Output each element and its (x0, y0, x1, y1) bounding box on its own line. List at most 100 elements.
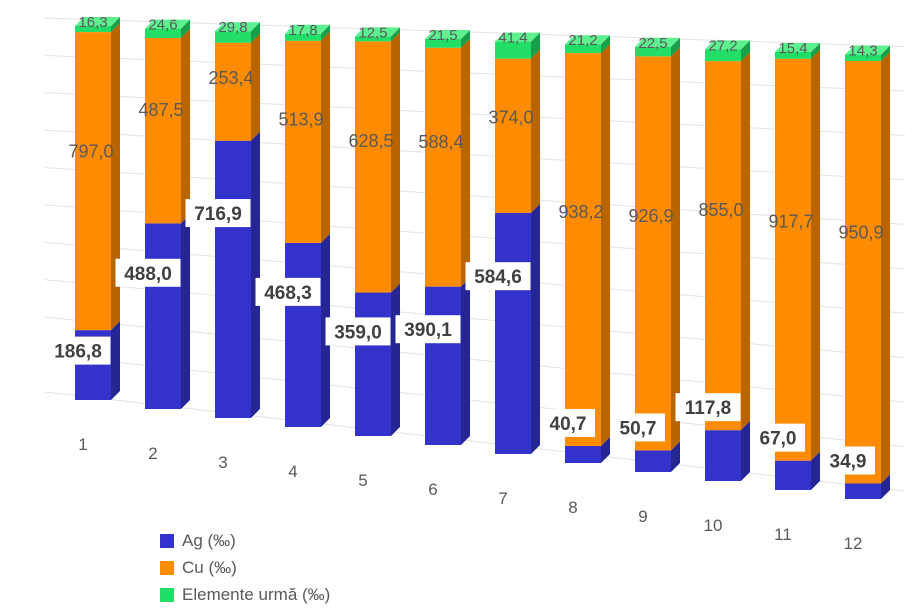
data-label-ag: 50,7 (620, 418, 657, 439)
bar-side-cu-2 (181, 28, 190, 224)
bar-stack-5 (355, 27, 400, 436)
bar-side-trace-1 (111, 17, 120, 33)
bar-stack-9 (635, 37, 680, 472)
gridline (44, 391, 906, 492)
x-tick-label: 5 (358, 471, 367, 490)
bar-top-2 (145, 19, 190, 29)
ag-label-box (541, 408, 595, 437)
data-label-cu: 487,5 (138, 100, 183, 120)
bar-ag-12 (845, 483, 881, 499)
bar-side-cu-5 (391, 32, 400, 293)
bar-side-trace-5 (391, 27, 400, 42)
bar-trace-2 (145, 28, 181, 38)
bar-trace-1 (75, 26, 111, 33)
bar-ag-8 (565, 445, 601, 463)
data-label-trace: 29,8 (218, 19, 247, 36)
bar-top-8 (565, 35, 610, 45)
bar-ag-10 (705, 430, 741, 481)
x-tick-label: 10 (704, 516, 723, 535)
bar-side-cu-4 (321, 31, 330, 243)
data-label-trace: 14,3 (848, 43, 877, 60)
bar-top-5 (355, 27, 400, 37)
bars (75, 17, 890, 499)
bar-top-3 (215, 22, 260, 32)
bar-trace-4 (285, 33, 321, 41)
ag-label-box (45, 336, 111, 365)
legend-swatch-ag (160, 533, 174, 548)
bar-side-cu-12 (881, 51, 890, 484)
bar-side-trace-2 (181, 19, 190, 38)
x-tick-label: 1 (78, 435, 87, 454)
ag-label-box (325, 317, 391, 346)
bar-trace-12 (845, 54, 881, 61)
bar-stack-3 (215, 22, 260, 418)
ag-label-box (821, 446, 875, 475)
bar-cu-1 (75, 32, 111, 331)
bar-stack-12 (845, 45, 890, 499)
bar-cu-7 (495, 58, 531, 213)
bar-stack-10 (705, 40, 750, 481)
data-label-cu: 855,0 (698, 200, 743, 220)
data-label-cu: 628,5 (348, 131, 393, 151)
data-label-ag: 40,7 (550, 414, 587, 435)
data-label-ag: 117,8 (685, 398, 732, 419)
bar-ag-2 (145, 223, 181, 409)
data-label-trace: 24,6 (148, 17, 177, 34)
bar-side-cu-9 (671, 47, 680, 451)
data-label-ag: 584,6 (474, 267, 522, 288)
ag-label-box (751, 423, 805, 452)
bar-top-1 (75, 17, 120, 26)
data-label-cu: 374,0 (488, 107, 533, 127)
bar-trace-3 (215, 31, 251, 43)
bar-cu-3 (215, 42, 251, 141)
legend-label-trace: Elemente urmă (‰) (182, 584, 331, 604)
data-label-trace: 12,5 (358, 24, 387, 41)
legend-item-ag: Ag (‰) (160, 527, 330, 554)
x-tick-label: 2 (148, 444, 157, 463)
data-labels: 186,8797,016,3488,0487,524,6716,9253,429… (45, 14, 884, 475)
bar-stack-8 (565, 35, 610, 463)
legend-item-trace: Elemente urmă (‰) (160, 581, 330, 608)
bar-ag-11 (775, 460, 811, 490)
bar-side-trace-6 (461, 30, 470, 48)
data-label-ag: 186,8 (54, 342, 102, 363)
bar-trace-8 (565, 44, 601, 54)
bar-cu-4 (285, 40, 321, 243)
bar-side-trace-9 (671, 37, 680, 57)
bar-side-ag-3 (251, 131, 260, 418)
bar-stack-2 (145, 19, 190, 409)
bar-top-7 (495, 32, 540, 42)
bar-side-trace-7 (531, 32, 540, 59)
bar-top-11 (775, 43, 820, 52)
x-tick-label: 7 (498, 489, 507, 508)
x-tick-label: 6 (428, 480, 437, 499)
bar-cu-8 (565, 53, 601, 446)
data-label-cu: 797,0 (68, 141, 113, 161)
x-tick-label: 9 (638, 507, 647, 526)
data-label-ag: 488,0 (124, 264, 172, 285)
x-tick-label: 8 (568, 498, 577, 517)
bar-side-ag-2 (181, 214, 190, 409)
data-label-ag: 390,1 (404, 320, 452, 341)
legend-swatch-cu (160, 560, 174, 575)
bar-side-cu-11 (811, 49, 820, 461)
bar-trace-7 (495, 41, 531, 59)
bar-ag-5 (355, 292, 391, 436)
bar-side-trace-4 (321, 24, 330, 41)
data-label-ag: 67,0 (760, 429, 797, 450)
data-label-trace: 15,4 (778, 40, 807, 57)
bar-cu-9 (635, 56, 671, 451)
data-label-cu: 253,4 (208, 68, 253, 88)
data-label-cu: 588,4 (418, 132, 463, 152)
bar-trace-11 (775, 52, 811, 59)
data-label-trace: 16,3 (78, 14, 107, 31)
bar-side-trace-3 (251, 22, 260, 43)
x-tick-label: 12 (844, 534, 863, 553)
data-label-trace: 21,5 (428, 27, 457, 44)
bar-trace-10 (705, 49, 741, 62)
bar-side-ag-5 (391, 283, 400, 436)
bar-cu-11 (775, 58, 811, 461)
x-axis-ticks: 1 2 3 4 5 6 7 8 9 10 11 12 (78, 435, 862, 553)
bar-stack-6 (425, 30, 470, 445)
legend-item-cu: Cu (‰) (160, 554, 330, 581)
